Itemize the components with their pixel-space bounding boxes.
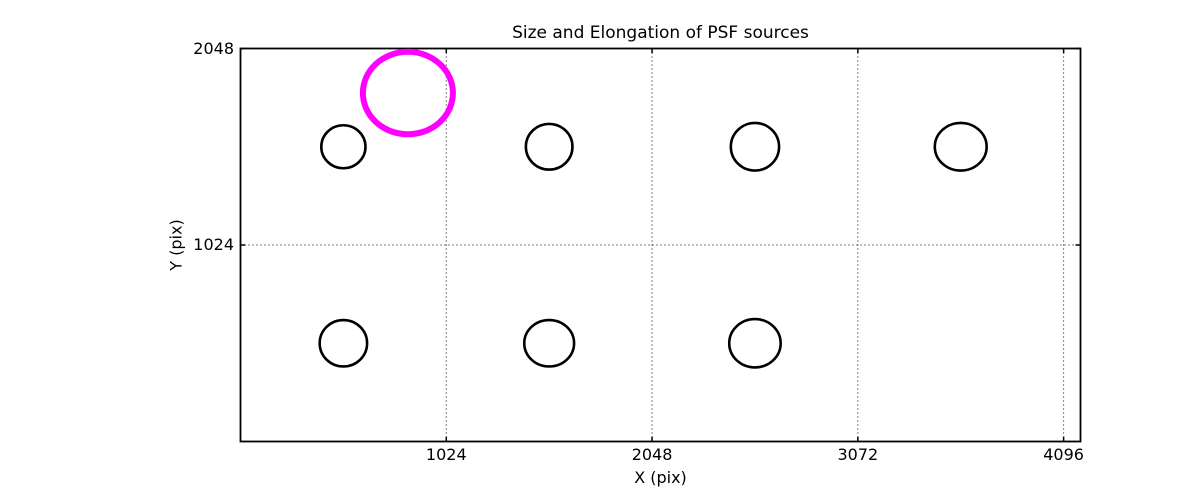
x-tick-label-3072: 3072	[837, 445, 879, 464]
psf-source-ellipse	[727, 317, 782, 369]
x-tick-label-2048: 2048	[631, 445, 673, 464]
y-tick-label-2048: 2048	[193, 38, 234, 58]
psf-source-ellipse	[319, 123, 367, 170]
psf-source-ellipse	[729, 121, 781, 172]
x-axis-label: X (pix)	[634, 468, 687, 487]
psf-source-ellipse	[524, 122, 574, 171]
x-tick-label-1024: 1024	[425, 445, 467, 464]
x-tick-label-4096: 4096	[1043, 445, 1084, 464]
psf-source-ellipse	[318, 318, 369, 368]
y-tick-label-1024: 1024	[193, 235, 234, 254]
psf-source-ellipse	[522, 318, 576, 368]
psf-source-highlight-ellipse	[359, 48, 456, 138]
chart-title: Size and Elongation of PSF sources	[512, 23, 809, 43]
psf-source-ellipse	[933, 121, 988, 172]
